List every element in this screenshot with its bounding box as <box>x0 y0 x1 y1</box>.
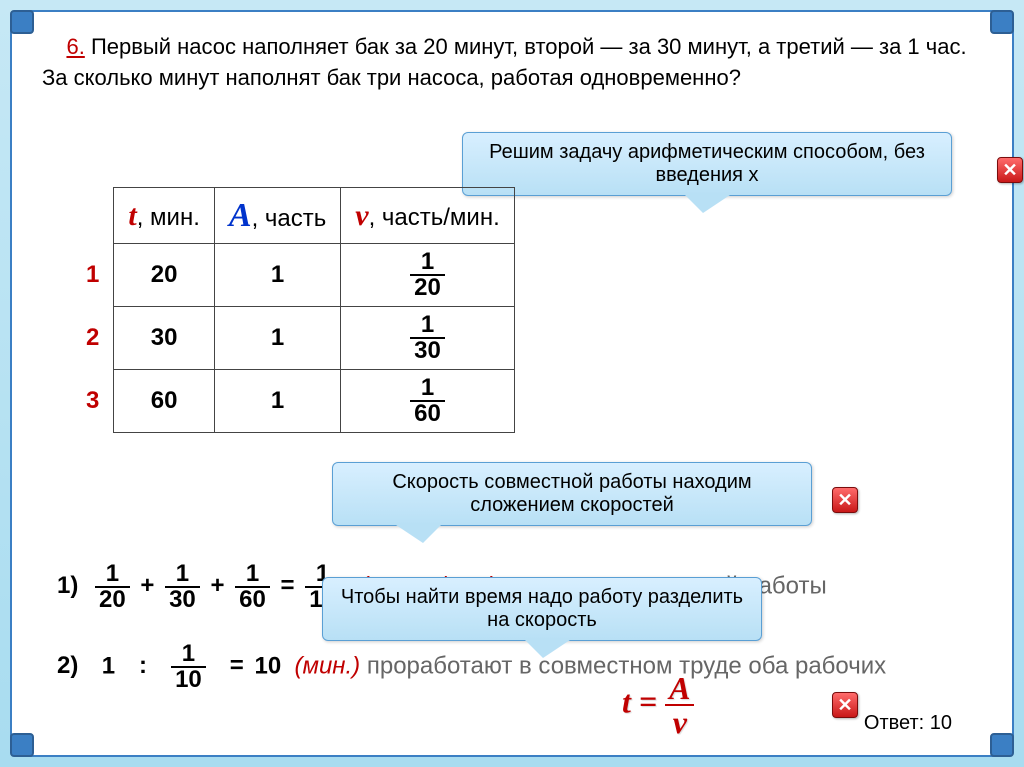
header-v: v, часть/мин. <box>341 188 515 244</box>
slide-frame: 6. Первый насос наполняет бак за 20 мину… <box>10 10 1014 757</box>
callout-speed-sum: Скорость совместной работы находим сложе… <box>332 462 812 526</box>
callout-text: Решим задачу арифметическим способом, бе… <box>489 141 925 186</box>
fraction: 160 <box>235 562 270 612</box>
row-label: 1 <box>72 244 114 307</box>
equation-2: 2) 1 : 110 = 10 (мин.) проработают в сов… <box>57 642 886 692</box>
data-table: t, мин. А, часть v, часть/мин. 1 20 1 12… <box>72 187 515 433</box>
problem-statement: 6. Первый насос наполняет бак за 20 мину… <box>42 32 982 94</box>
fraction: 120 <box>95 562 130 612</box>
eq-unit: (мин.) <box>295 652 361 679</box>
header-a: А, часть <box>214 188 340 244</box>
cell-a: 1 <box>214 370 340 433</box>
cell-v: 130 <box>341 307 515 370</box>
cell-t: 30 <box>114 307 215 370</box>
corner-decoration <box>990 10 1014 34</box>
problem-text: Первый насос наполняет бак за 20 минут, … <box>42 34 967 90</box>
formula-t-av: t = Av <box>622 672 694 738</box>
table-row: 3 60 1 160 <box>72 370 514 433</box>
callout-tail <box>683 193 733 213</box>
cell-a: 1 <box>214 244 340 307</box>
row-label: 2 <box>72 307 114 370</box>
corner-decoration <box>990 733 1014 757</box>
row-label: 3 <box>72 370 114 433</box>
close-icon[interactable]: ✕ <box>997 157 1023 183</box>
problem-number: 6. <box>66 34 84 59</box>
answer: Ответ: 10 <box>864 712 952 735</box>
eq-result: 10 <box>254 652 281 679</box>
fraction: 130 <box>165 562 200 612</box>
cell-v: 160 <box>341 370 515 433</box>
table-row: 2 30 1 130 <box>72 307 514 370</box>
callout-time-formula: Чтобы найти время надо работу разделить … <box>322 577 762 641</box>
fraction: 110 <box>171 642 206 692</box>
cell-t: 20 <box>114 244 215 307</box>
cell-a: 1 <box>214 307 340 370</box>
eq-number: 2) <box>57 652 78 679</box>
cell-v: 120 <box>341 244 515 307</box>
close-icon[interactable]: ✕ <box>832 692 858 718</box>
answer-label: Ответ: <box>864 712 930 734</box>
corner-decoration <box>10 733 34 757</box>
slide-content: 6. Первый насос наполняет бак за 20 мину… <box>42 32 982 735</box>
header-t: t, мин. <box>114 188 215 244</box>
callout-text: Скорость совместной работы находим сложе… <box>392 471 751 516</box>
table-row: 1 20 1 120 <box>72 244 514 307</box>
callout-text: Чтобы найти время надо работу разделить … <box>341 586 743 631</box>
callout-arithmetic: Решим задачу арифметическим способом, бе… <box>462 132 952 196</box>
callout-tail <box>393 523 443 543</box>
corner-decoration <box>10 10 34 34</box>
cell-t: 60 <box>114 370 215 433</box>
answer-value: 10 <box>930 712 952 734</box>
header-blank <box>72 188 114 244</box>
close-icon[interactable]: ✕ <box>832 487 858 513</box>
eq-number: 1) <box>57 572 78 599</box>
